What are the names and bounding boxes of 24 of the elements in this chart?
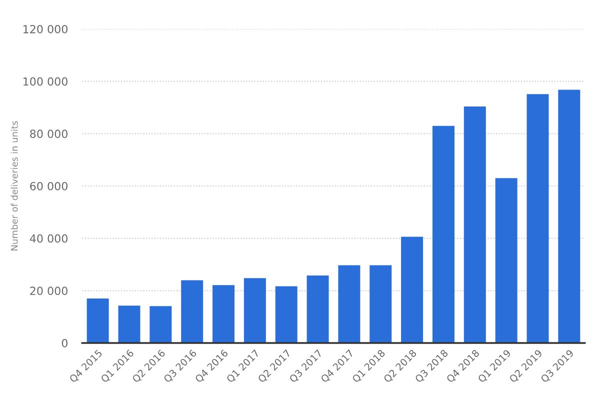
y-tick-label: 100 000 (23, 77, 68, 86)
y-tick-label: 80 000 (30, 130, 68, 138)
bar (150, 306, 172, 343)
bar (432, 126, 454, 343)
bar (370, 265, 392, 343)
bar (212, 285, 235, 343)
y-tick-label: 40 000 (30, 234, 68, 243)
bar (558, 90, 580, 343)
y-axis-title: Number of deliveries in units (10, 121, 18, 250)
y-tick-label: 120 000 (23, 24, 68, 34)
bar (181, 280, 204, 343)
bar (401, 236, 424, 343)
y-tick-label: 60 000 (30, 182, 68, 190)
bar (244, 278, 266, 343)
bar (338, 265, 360, 343)
bar (275, 286, 298, 343)
bar (464, 106, 486, 343)
y-tick-label: 20 000 (30, 286, 68, 296)
bar (118, 306, 140, 343)
y-tick-label: 0 (62, 338, 68, 348)
bar (526, 94, 549, 343)
bar (86, 298, 109, 343)
bar (306, 275, 329, 343)
bar (495, 178, 518, 343)
